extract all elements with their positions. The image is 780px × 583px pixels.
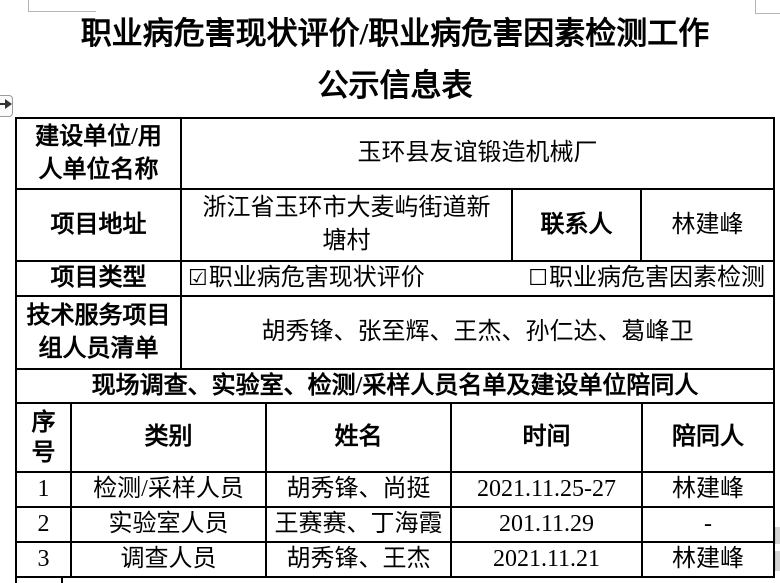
option-label: 职业病危害现状评价 [208,265,425,291]
unit-value-cell: 玉环县友谊锻造机械厂 [182,119,773,188]
row-category: 调查人员 [72,543,267,576]
text-boundary-mark-top-right [755,0,756,13]
next-row-border-stub [61,578,63,583]
header-no-cell: 序号 [17,404,72,471]
unit-value: 玉环县友谊锻造机械厂 [357,140,598,166]
row-names: 胡秀锋、王杰 [267,543,452,576]
header-category: 类别 [72,404,267,471]
header-time: 时间 [452,404,643,471]
address-value-cell: 浙江省玉环市大麦屿街道新塘村 [182,190,513,260]
checkbox-checked-icon: ☑ [188,266,208,291]
contact-value: 林建峰 [671,211,744,238]
row-category: 实验室人员 [72,508,267,541]
team-label: 技术服务项目组人员清单 [26,302,171,362]
address-label: 项目地址 [50,211,147,238]
page-title: 职业病危害现状评价/职业病危害因素检测工作 公示信息表 [15,8,775,112]
table-row-section-header: 现场调查、实验室、检测/采样人员名单及建设单位陪同人 [17,370,773,404]
row-names: 胡秀锋、尚挺 [267,473,452,506]
header-no: 序号 [31,409,56,466]
row-time: 2021.11.25-27 [452,473,643,506]
row-names: 王赛赛、丁海霞 [267,508,452,541]
text-boundary-mark-top-right [755,13,780,14]
row-category: 检测/采样人员 [72,473,267,506]
row-time: 201.11.29 [452,508,643,541]
next-row-border-stub [15,578,17,583]
project-type-label: 项目类型 [50,265,147,291]
row-time: 2021.11.21 [452,543,643,576]
personnel-header-row: 序号 类别 姓名 时间 陪同人 [17,404,773,473]
address-value: 浙江省玉环市大麦屿街道新塘村 [202,195,491,254]
header-name: 姓名 [267,404,452,471]
header-accompany: 陪同人 [672,424,744,450]
table-row-address: 项目地址 浙江省玉环市大麦屿街道新塘村 联系人 林建峰 [17,190,773,262]
team-label-cell: 技术服务项目组人员清单 [17,297,182,368]
section-header: 现场调查、实验室、检测/采样人员名单及建设单位陪同人 [91,372,699,399]
option-status-evaluation[interactable]: ☑ 职业病危害现状评价 [188,262,425,295]
personnel-row: 3 调查人员 胡秀锋、王杰 2021.11.21 林建峰 [17,543,773,576]
personnel-row: 1 检测/采样人员 胡秀锋、尚挺 2021.11.25-27 林建峰 [17,473,773,508]
public-info-table: 建设单位/用人单位名称 玉环县友谊锻造机械厂 项目地址 浙江省玉环市大麦屿街道新… [15,117,775,578]
vertical-scrollbar-fragment[interactable] [775,527,780,544]
page-title-line2: 公示信息表 [317,68,473,103]
row-no: 1 [17,473,72,506]
vertical-scrollbar-fragment[interactable] [775,551,780,571]
team-value-cell: 胡秀锋、张至辉、王杰、孙仁达、葛峰卫 [182,297,773,368]
team-value: 胡秀锋、张至辉、王杰、孙仁达、葛峰卫 [261,319,694,345]
table-row-team: 技术服务项目组人员清单 胡秀锋、张至辉、王杰、孙仁达、葛峰卫 [17,297,773,370]
checkbox-unchecked-icon: ☐ [528,266,548,291]
personnel-row: 2 实验室人员 王赛赛、丁海霞 201.11.29 - [17,508,773,543]
row-accompany: - [704,511,712,537]
text-boundary-mark-top-left [28,0,29,12]
table-row-project-type: 项目类型 ☑ 职业病危害现状评价 ☐ 职业病危害因素检测 [17,262,773,297]
address-label-cell: 项目地址 [17,190,182,260]
contact-value-cell: 林建峰 [642,190,773,260]
row-no: 3 [17,543,72,576]
option-factor-detection[interactable]: ☐ 职业病危害因素检测 [528,262,765,295]
text-boundary-mark-top-left [28,11,96,12]
page-title-line1: 职业病危害现状评价/职业病危害因素检测工作 [80,16,710,51]
project-type-options-cell: ☑ 职业病危害现状评价 ☐ 职业病危害因素检测 [182,262,773,295]
unit-label-cell: 建设单位/用人单位名称 [17,119,182,188]
contact-label-cell: 联系人 [513,190,642,260]
table-row-unit: 建设单位/用人单位名称 玉环县友谊锻造机械厂 [17,119,773,190]
project-type-label-cell: 项目类型 [17,262,182,295]
option-label: 职业病危害因素检测 [549,265,765,291]
horizontal-arrow-icon [0,95,13,118]
unit-label: 建设单位/用人单位名称 [35,123,162,183]
row-no: 2 [17,508,72,541]
contact-label: 联系人 [540,211,613,238]
row-accompany: 林建峰 [672,476,744,502]
table-scroll-handle[interactable] [0,95,13,117]
row-accompany: 林建峰 [672,546,744,572]
